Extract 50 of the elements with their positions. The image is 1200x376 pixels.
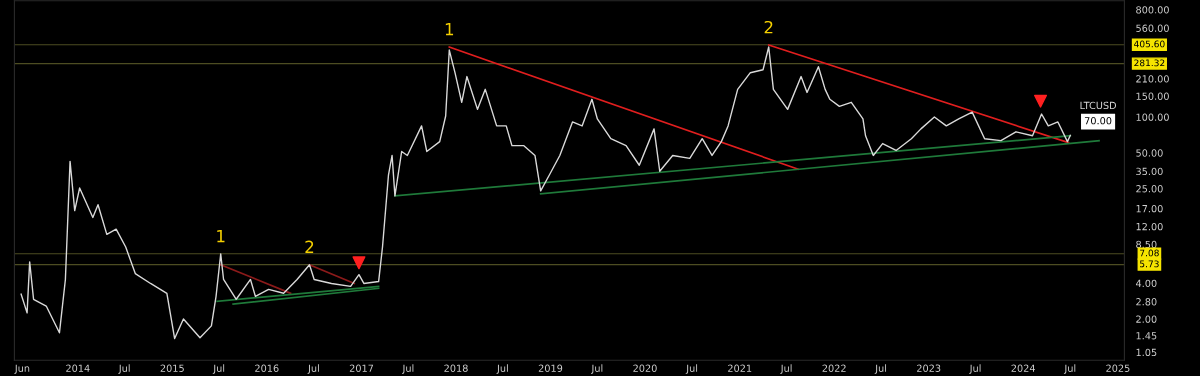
y-tick-label: 560.00 (1136, 24, 1169, 32)
x-tick-label: Jul (307, 364, 319, 374)
ref-line-label: 7.08 (1140, 249, 1159, 257)
x-tick-label: 2022 (822, 364, 846, 372)
x-tick-label: 2018 (444, 364, 468, 372)
ref-line-label: 405.60 (1134, 40, 1165, 48)
y-tick-label: 50.00 (1136, 149, 1163, 157)
x-tick-label: Jul (969, 364, 981, 374)
y-tick-label: 800.00 (1136, 6, 1169, 14)
annotation: 1 (217, 229, 225, 243)
x-tick-label: Jul (496, 364, 508, 374)
y-tick-label: 210.00 (1136, 75, 1169, 83)
x-tick-label: 2024 (1011, 364, 1036, 372)
y-tick-label: 1.45 (1136, 332, 1157, 340)
annotation: 2 (764, 20, 773, 34)
x-tick-label: Jul (402, 364, 414, 374)
x-tick-label: 2020 (633, 364, 657, 372)
y-tick-label: 12.00 (1136, 222, 1163, 231)
x-tick-label: Jul (590, 364, 603, 374)
annotation: 2 (305, 240, 314, 253)
x-tick-label: Jul (685, 364, 698, 374)
ref-line-label: 281.32 (1134, 59, 1165, 67)
y-tick-label: 1.05 (1136, 348, 1157, 357)
x-tick-label: 2021 (728, 364, 752, 372)
text: LTCUSD (1080, 101, 1117, 110)
y-tick-label: 35.00 (1136, 167, 1163, 176)
y-tick-label: 4.00 (1135, 279, 1157, 288)
x-tick-label: Jun (14, 364, 30, 374)
x-tick-label: 2016 (255, 364, 279, 372)
x-tick-label: Jul (118, 364, 130, 374)
x-tick-label: 2014 (66, 364, 90, 372)
y-tick-label: 8.50 (1136, 240, 1157, 249)
ref-line-label: 5.73 (1140, 260, 1159, 268)
y-tick-label: 25.00 (1136, 185, 1163, 193)
x-tick-label: 2025 (1106, 364, 1130, 372)
annotation: 1 (445, 23, 454, 36)
data-label: 70.00 (1084, 117, 1112, 125)
y-tick-label: 17.00 (1136, 204, 1163, 213)
y-tick-label: 2.00 (1136, 315, 1157, 323)
x-tick-label: Jul (212, 364, 225, 374)
y-tick-label: 150.00 (1136, 92, 1169, 100)
x-tick-label: Jul (874, 364, 887, 374)
y-tick-label: 2.80 (1136, 298, 1157, 306)
x-tick-label: Jul (780, 364, 792, 374)
x-tick-label: 2017 (349, 364, 374, 372)
x-tick-label: 2023 (917, 364, 941, 372)
x-tick-label: Jul (1063, 364, 1076, 374)
x-tick-label: 2015 (160, 364, 184, 372)
x-tick-label: 2019 (538, 364, 563, 372)
y-tick-label: 100.00 (1136, 113, 1169, 121)
